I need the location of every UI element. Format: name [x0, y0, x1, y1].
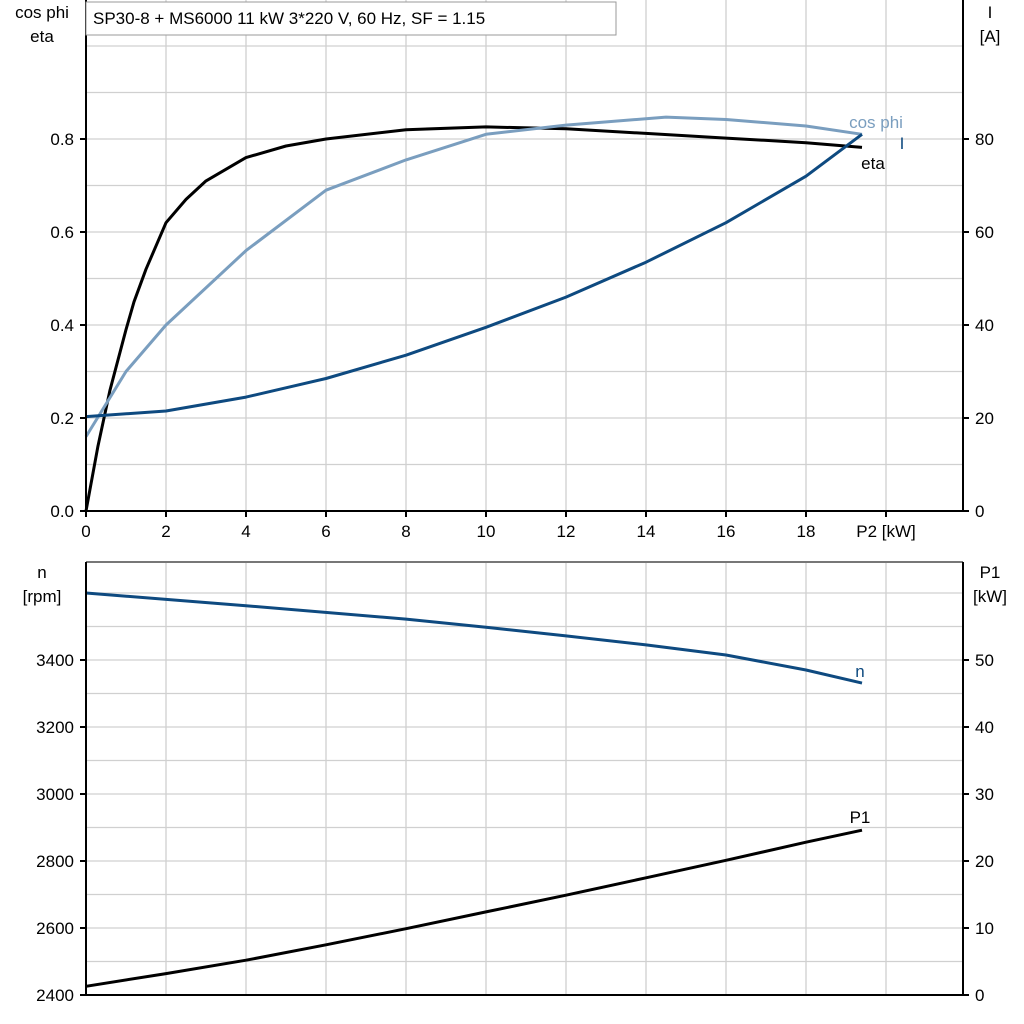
y-axis-label-right: I [988, 3, 993, 22]
y-tick-label-left: 0.8 [50, 130, 74, 149]
series-label: n [855, 662, 864, 681]
y-axis-label-left: cos phi [15, 3, 69, 22]
y-axis-label-left: [rpm] [23, 587, 62, 606]
x-tick-label: 8 [401, 522, 410, 541]
y-tick-label-right: 40 [975, 316, 994, 335]
x-tick-label: 16 [717, 522, 736, 541]
series-label: eta [861, 154, 885, 173]
x-tick-label: 0 [81, 522, 90, 541]
series-label: I [900, 134, 905, 153]
y-axis-label-right: P1 [980, 563, 1001, 582]
x-tick-label: 6 [321, 522, 330, 541]
chart-title: SP30-8 + MS6000 11 kW 3*220 V, 60 Hz, SF… [93, 9, 485, 28]
y-tick-label-right: 50 [975, 651, 994, 670]
y-axis-label-right: [A] [980, 27, 1001, 46]
series-label: cos phi [849, 113, 903, 132]
y-tick-label-left: 3000 [36, 785, 74, 804]
y-tick-label-right: 80 [975, 130, 994, 149]
y-tick-label-left: 3400 [36, 651, 74, 670]
x-tick-label: 18 [797, 522, 816, 541]
y-tick-label-left: 0.6 [50, 223, 74, 242]
y-tick-label-left: 0.4 [50, 316, 74, 335]
curves [84, 115, 863, 988]
x-tick-label: 10 [477, 522, 496, 541]
y-tick-label-left: 0.0 [50, 502, 74, 521]
x-axis-label: P2 [kW] [856, 522, 916, 541]
y-tick-label-right: 0 [975, 502, 984, 521]
x-tick-label: 14 [637, 522, 656, 541]
series-label: P1 [850, 808, 871, 827]
x-tick-label: 2 [161, 522, 170, 541]
y-tick-label-left: 2600 [36, 919, 74, 938]
y-axis-label-left: eta [30, 27, 54, 46]
y-tick-label-left: 3200 [36, 718, 74, 737]
series-line-cos-phi [84, 115, 863, 438]
bottom-plot-grid [86, 562, 963, 995]
top-plot-grid [86, 0, 963, 511]
y-tick-label-right: 0 [975, 986, 984, 1005]
x-tick-label: 12 [557, 522, 576, 541]
y-tick-label-right: 60 [975, 223, 994, 242]
series-line-eta [84, 125, 863, 512]
y-tick-label-right: 20 [975, 852, 994, 871]
title-box [85, 1, 617, 36]
series-line-i [85, 133, 863, 419]
y-tick-label-left: 2800 [36, 852, 74, 871]
y-axis-label-left: n [37, 563, 46, 582]
y-tick-label-left: 0.2 [50, 409, 74, 428]
y-axis-label-right: [kW] [973, 587, 1007, 606]
y-tick-label-right: 40 [975, 718, 994, 737]
y-tick-label-left: 2400 [36, 986, 74, 1005]
axes [80, 0, 969, 996]
x-tick-label: 4 [241, 522, 250, 541]
y-tick-label-right: 10 [975, 919, 994, 938]
y-tick-label-right: 30 [975, 785, 994, 804]
series-line-p1 [85, 828, 863, 988]
series-line-n [85, 591, 863, 685]
y-tick-label-right: 20 [975, 409, 994, 428]
